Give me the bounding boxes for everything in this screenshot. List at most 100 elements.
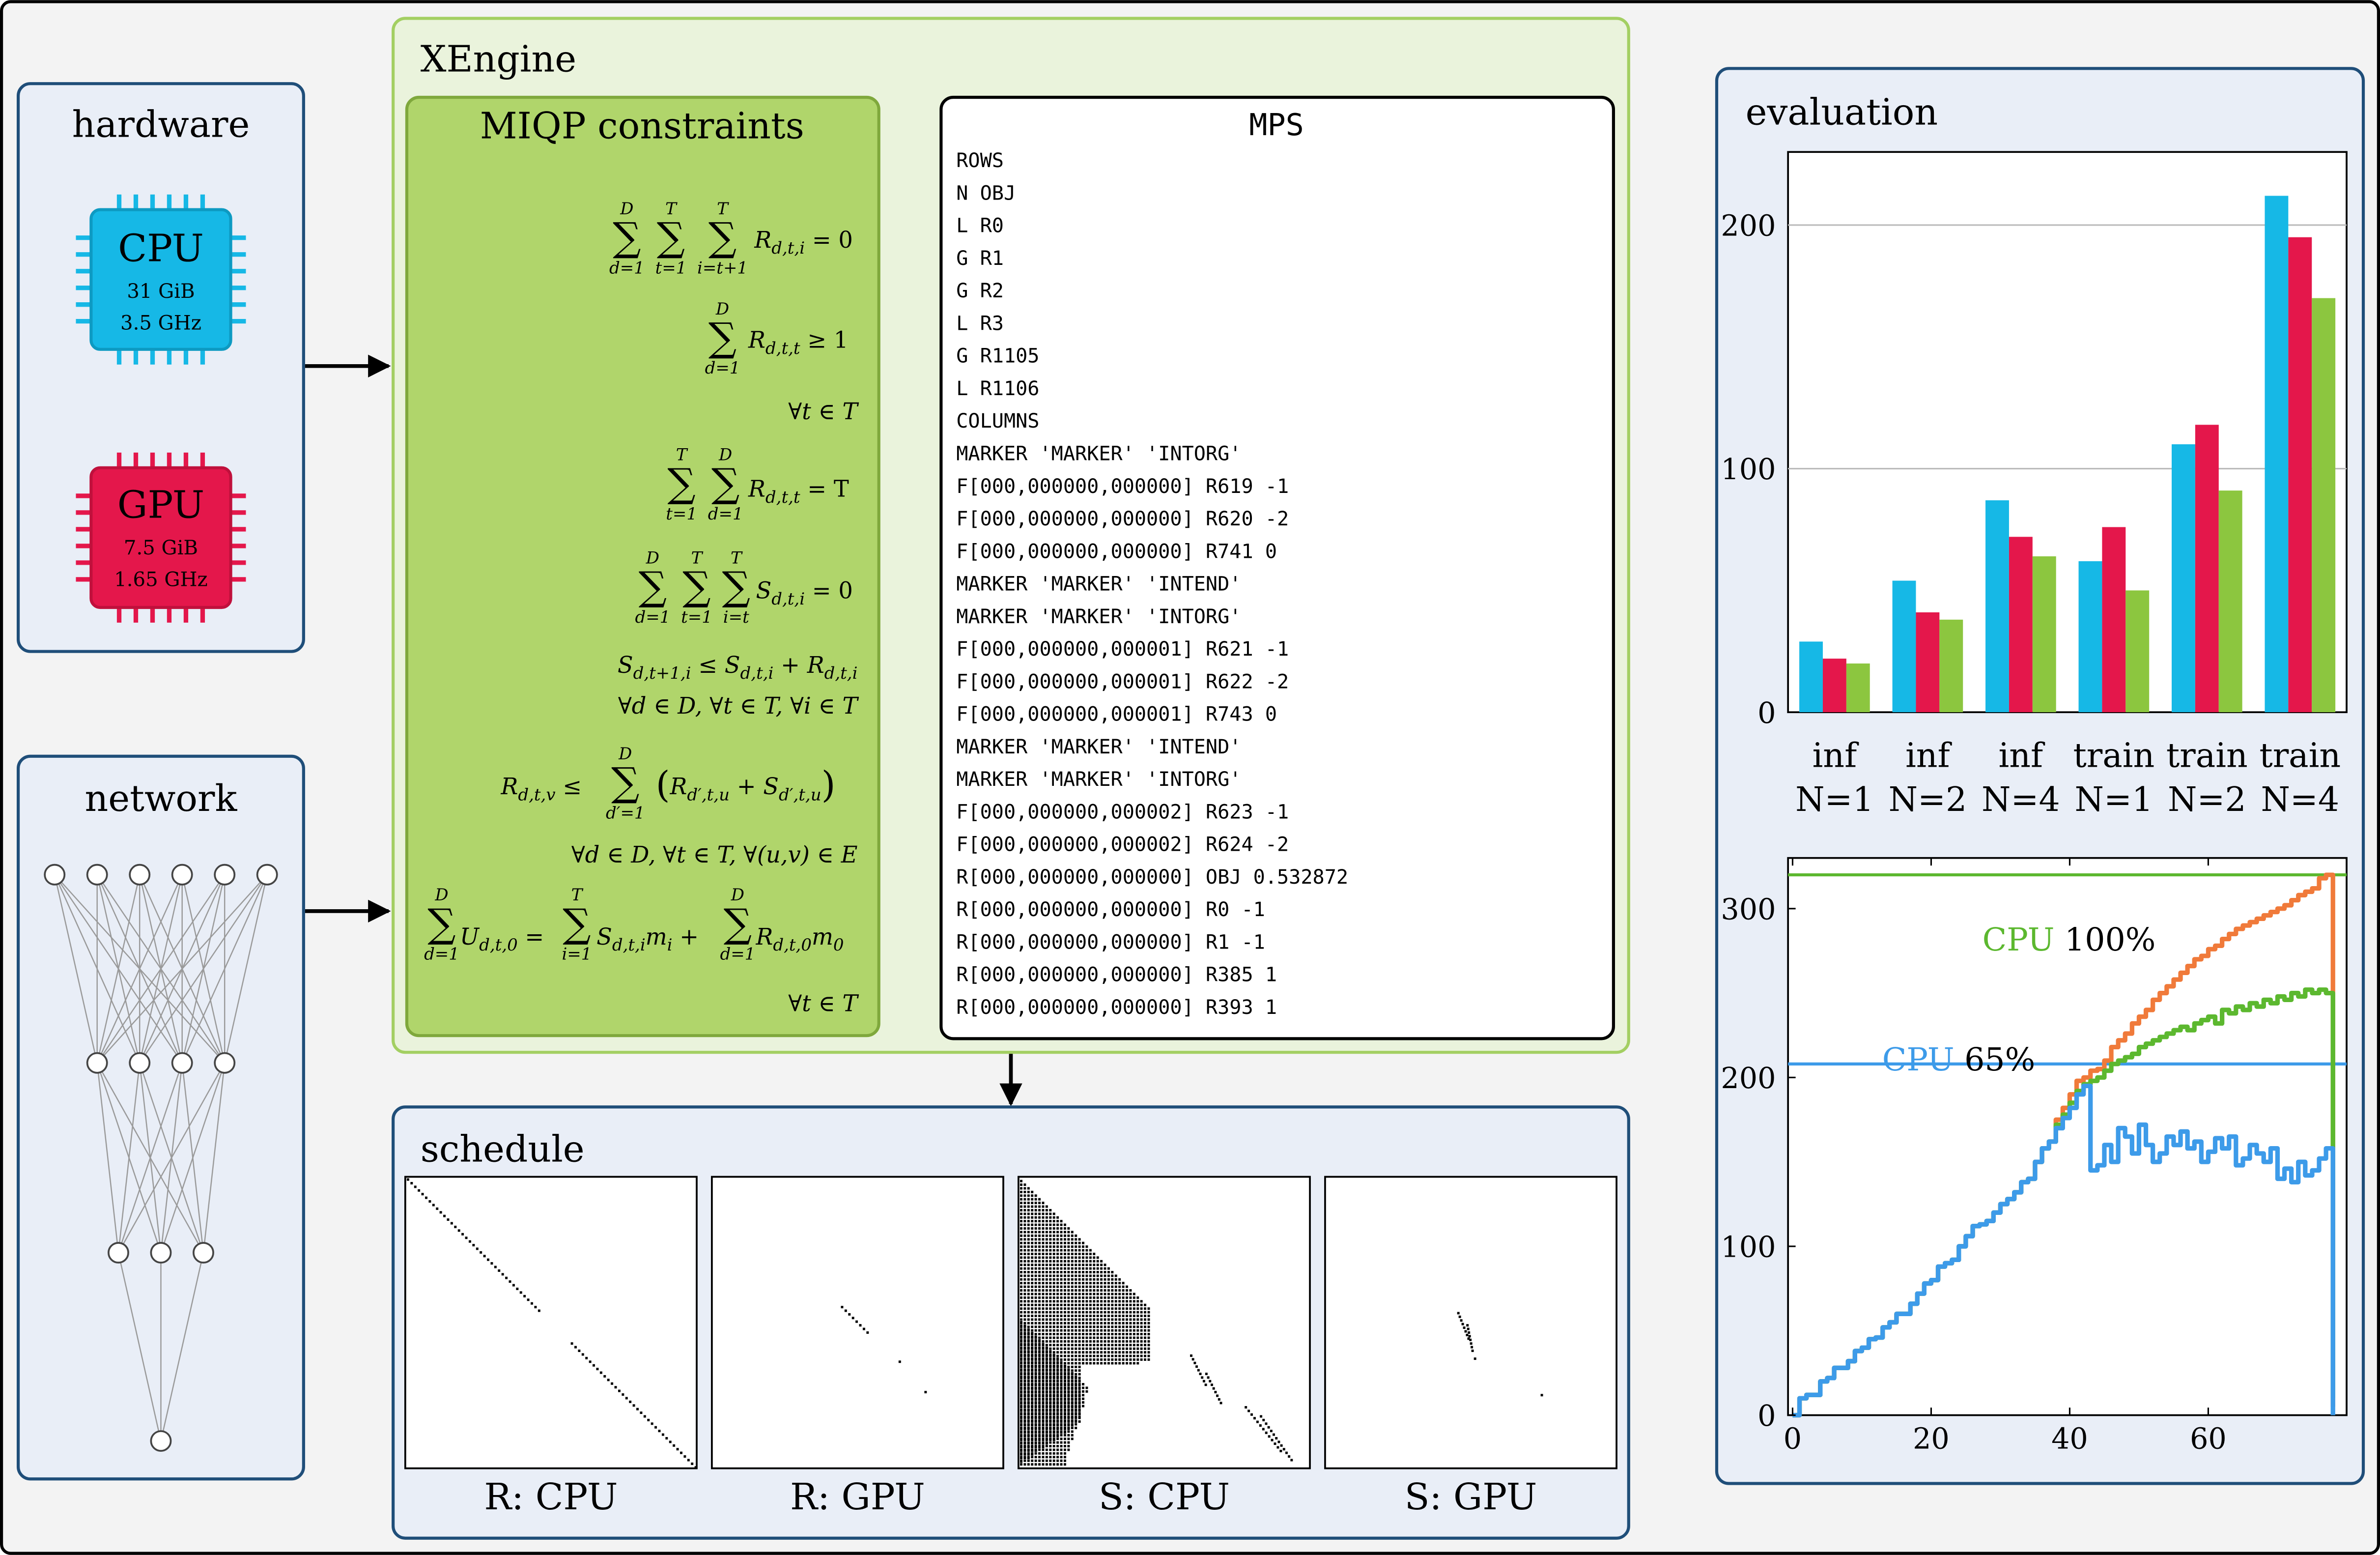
matrix-entry: [1071, 1318, 1074, 1321]
matrix-entry: [1140, 1344, 1143, 1347]
matrix-entry: [1042, 1452, 1045, 1455]
matrix-entry: [1023, 1285, 1026, 1288]
matrix-entry: [1063, 1441, 1066, 1444]
matrix-entry: [1020, 1325, 1022, 1327]
matrix-entry: [1038, 1307, 1041, 1310]
matrix-entry: [1049, 1340, 1052, 1343]
matrix-entry: [1034, 1282, 1037, 1285]
matrix-entry: [1060, 1351, 1063, 1354]
matrix-entry: [1078, 1420, 1081, 1423]
matrix-entry: [1038, 1300, 1041, 1303]
mps-line: MARKER 'MARKER' 'INTORG': [956, 442, 1241, 465]
schedule-label-s-cpu: S: CPU: [1099, 1476, 1230, 1518]
matrix-entry: [1089, 1311, 1092, 1314]
matrix-entry: [1045, 1318, 1048, 1321]
matrix-entry: [1020, 1434, 1022, 1437]
network-node: [129, 1052, 151, 1074]
matrix-entry: [1133, 1303, 1135, 1306]
matrix-entry: [1038, 1289, 1041, 1292]
miqp-term: Sd,t,imi +: [596, 923, 699, 955]
schedule-s-gpu: S: GPU: [1324, 1176, 1617, 1518]
matrix-entry: [1031, 1438, 1034, 1440]
matrix-entry: [1052, 1267, 1055, 1270]
matrix-entry: [1027, 1303, 1030, 1306]
mps-line: F[000,000000,000002] R623 -1: [956, 801, 1289, 823]
matrix-entry: [1023, 1300, 1026, 1303]
matrix-entry: [1060, 1423, 1063, 1426]
matrix-entry: [1052, 1314, 1055, 1317]
network-node: [129, 864, 151, 886]
matrix-entry: [1136, 1354, 1139, 1357]
matrix-entry: [1060, 1361, 1063, 1364]
matrix-entry: [1056, 1322, 1059, 1325]
matrix-entry: [1042, 1314, 1045, 1317]
matrix-entry: [1056, 1372, 1059, 1375]
matrix-entry: [1045, 1256, 1048, 1259]
matrix-entry: [1056, 1434, 1059, 1437]
matrix-entry: [1466, 1333, 1469, 1336]
matrix-entry: [1140, 1318, 1143, 1321]
matrix-entry: [1082, 1300, 1084, 1303]
matrix-entry: [1085, 1264, 1088, 1267]
matrix-entry: [1075, 1293, 1077, 1296]
network-edge: [117, 1252, 162, 1441]
matrix-entry: [1049, 1264, 1052, 1267]
matrix-entry: [1067, 1397, 1070, 1400]
matrix-entry: [1085, 1245, 1088, 1248]
matrix-entry: [1104, 1358, 1106, 1361]
matrix-entry: [1056, 1303, 1059, 1306]
matrix-entry: [1042, 1408, 1045, 1411]
matrix-entry: [1067, 1401, 1070, 1404]
matrix-entry: [1078, 1238, 1081, 1241]
network-edge: [96, 874, 226, 1064]
matrix-entry: [1052, 1274, 1055, 1277]
matrix-entry: [1031, 1190, 1034, 1193]
matrix-entry: [1078, 1405, 1081, 1408]
matrix-entry: [1107, 1296, 1110, 1299]
matrix-entry: [1060, 1426, 1063, 1429]
matrix-entry: [1458, 1315, 1461, 1318]
matrix-entry: [1111, 1278, 1114, 1281]
matrix-entry: [1038, 1329, 1041, 1332]
matrix-entry: [1085, 1386, 1088, 1389]
matrix-entry: [1085, 1318, 1088, 1321]
matrix-entry: [1075, 1336, 1077, 1339]
matrix-entry: [1262, 1428, 1265, 1431]
matrix-entry: [654, 1426, 657, 1429]
matrix-entry: [483, 1255, 486, 1258]
matrix-entry: [1045, 1314, 1048, 1317]
matrix-entry: [1111, 1293, 1114, 1296]
matrix-entry: [1129, 1362, 1132, 1365]
matrix-entry: [1118, 1333, 1121, 1336]
matrix-entry: [1060, 1434, 1063, 1437]
matrix-entry: [1063, 1271, 1066, 1273]
matrix-entry: [1100, 1300, 1103, 1303]
matrix-entry: [498, 1269, 501, 1272]
matrix-entry: [1085, 1293, 1088, 1296]
matrix-entry: [480, 1251, 482, 1254]
matrix-entry: [1042, 1267, 1045, 1270]
miqp-sum-symbol: ∑: [657, 214, 685, 260]
bar-category-label: train: [2166, 736, 2248, 775]
matrix-entry: [1038, 1408, 1041, 1411]
matrix-entry: [1023, 1401, 1026, 1404]
matrix-entry: [1042, 1412, 1045, 1415]
matrix-entry: [1147, 1322, 1150, 1325]
matrix-entry: [1034, 1390, 1037, 1393]
matrix-entry: [1052, 1300, 1055, 1303]
matrix-entry: [1042, 1340, 1045, 1343]
matrix-entry: [1049, 1350, 1052, 1353]
matrix-entry: [1038, 1357, 1041, 1360]
cpu-clock: 3.5 GHz: [120, 312, 201, 335]
matrix-entry: [1067, 1227, 1070, 1230]
matrix-entry: [1060, 1397, 1063, 1400]
matrix-entry: [1031, 1198, 1034, 1201]
matrix-entry: [593, 1364, 595, 1367]
matrix-entry: [1031, 1285, 1034, 1288]
matrix-entry: [1063, 1223, 1066, 1226]
matrix-entry: [1063, 1231, 1066, 1234]
matrix-entry: [1104, 1267, 1106, 1270]
matrix-entry: [1085, 1296, 1088, 1299]
matrix-entry: [578, 1350, 581, 1352]
matrix-entry: [651, 1422, 653, 1425]
